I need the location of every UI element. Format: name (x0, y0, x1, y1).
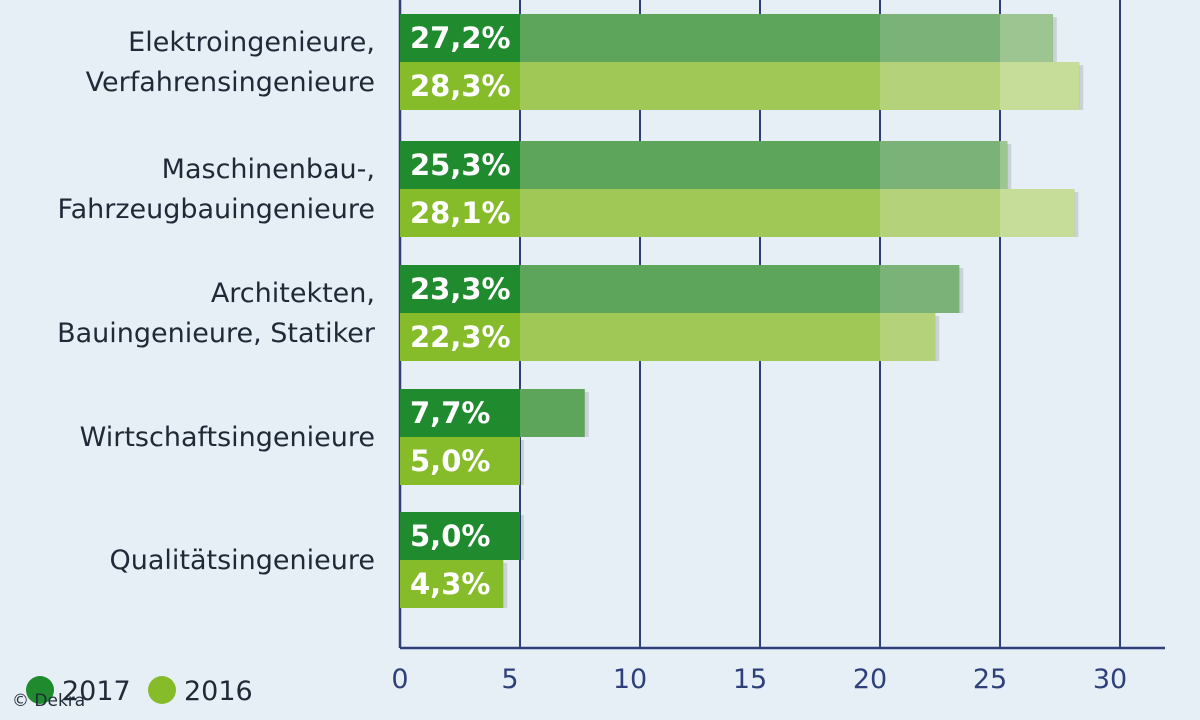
bar-value-label: 28,3% (410, 69, 511, 103)
bar-shadow (520, 515, 524, 560)
bar-segment-light (880, 265, 960, 313)
bar-segment-lighter (1000, 141, 1008, 189)
bar-segment-dark (400, 62, 520, 110)
bars: 27,2% 25,3% 23,3% 7,7% 5,0% 28,3% 28,1% 22,3% 5,… (400, 14, 1084, 608)
bar-2017: 25,3% (400, 141, 1012, 189)
bar-segment-dark (400, 512, 520, 560)
bar-segment-dark (400, 141, 520, 189)
x-tick-label: 0 (391, 664, 408, 695)
bar-value-label: 22,3% (410, 320, 511, 354)
bar-value-label: 25,3% (410, 148, 511, 182)
bar-2016: 28,3% (400, 62, 1084, 110)
x-tick-label: 20 (853, 664, 887, 695)
bar-shadow (1007, 144, 1012, 189)
bar-segment-dark (400, 265, 520, 313)
legend: 2017 2016 (26, 676, 253, 707)
bar-value-label: 28,1% (410, 196, 511, 230)
bar-segment-lighter (1000, 189, 1075, 237)
category-label: Qualitätsingenieure (109, 545, 375, 576)
bar-segment-light (880, 313, 936, 361)
x-tick-label: 15 (733, 664, 767, 695)
x-tick-label: 25 (973, 664, 1007, 695)
bar-value-label: 7,7% (410, 396, 490, 430)
bar-segment-light (880, 141, 1008, 189)
bar-shadow (1052, 17, 1057, 62)
bar-shadow (1079, 65, 1084, 110)
bar-value-label: 23,3% (410, 272, 511, 306)
legend-swatch (148, 676, 176, 704)
bar-segment-lighter (1000, 14, 1053, 62)
category-label: Bauingenieure, Statiker (57, 318, 376, 349)
category-label: Wirtschaftsingenieure (80, 422, 375, 453)
bar-2017: 7,7% (400, 389, 589, 437)
bar-segment-dark (400, 437, 520, 485)
category-labels: Elektroingenieure, Verfahrensingenieure Ma… (57, 27, 376, 576)
legend-swatch (26, 676, 54, 704)
bar-shadow (503, 563, 508, 608)
legend-item-2016: 2016 (148, 676, 253, 707)
bar-shadow (935, 316, 940, 361)
bar-2017: 27,2% (400, 14, 1057, 62)
bar-segment-dark (400, 560, 504, 608)
category-label: Architekten, (211, 278, 375, 309)
bar-2016: 4,3% (400, 560, 508, 608)
bar-value-label: 5,0% (410, 519, 490, 553)
category-label: Maschinenbau-, (162, 154, 375, 185)
bar-2017: 23,3% (400, 265, 964, 313)
category-label: Verfahrensingenieure (86, 67, 375, 98)
bar-2016: 5,0% (400, 437, 524, 485)
x-axis: 0 5 10 15 20 25 30 (391, 646, 1165, 695)
bar-2016: 28,1% (400, 189, 1079, 237)
x-tick-label: 5 (501, 664, 518, 695)
legend-label: 2017 (62, 676, 131, 707)
bar-segment-dark (400, 389, 520, 437)
bar-segment-dark (400, 189, 520, 237)
bar-shadow (584, 392, 589, 437)
legend-label: 2016 (184, 676, 253, 707)
bar-2017: 5,0% (400, 512, 524, 560)
category-label: Elektroingenieure, (128, 27, 375, 58)
bar-value-label: 27,2% (410, 21, 511, 55)
category-label: Fahrzeugbauingenieure (58, 194, 375, 225)
bar-shadow (959, 268, 964, 313)
x-tick-label: 10 (613, 664, 647, 695)
bar-shadow (1074, 192, 1079, 237)
legend-item-2017: 2017 (26, 676, 131, 707)
bar-2016: 22,3% (400, 313, 940, 361)
x-tick-label: 30 (1093, 664, 1127, 695)
bar-value-label: 5,0% (410, 444, 490, 478)
bar-value-label: 4,3% (410, 567, 490, 601)
bar-segment-dark (400, 313, 520, 361)
bar-shadow (520, 440, 524, 485)
bar-segment-dark (400, 14, 520, 62)
copyright-text: © Dekra (12, 691, 85, 711)
bar-segment-lighter (1000, 62, 1080, 110)
